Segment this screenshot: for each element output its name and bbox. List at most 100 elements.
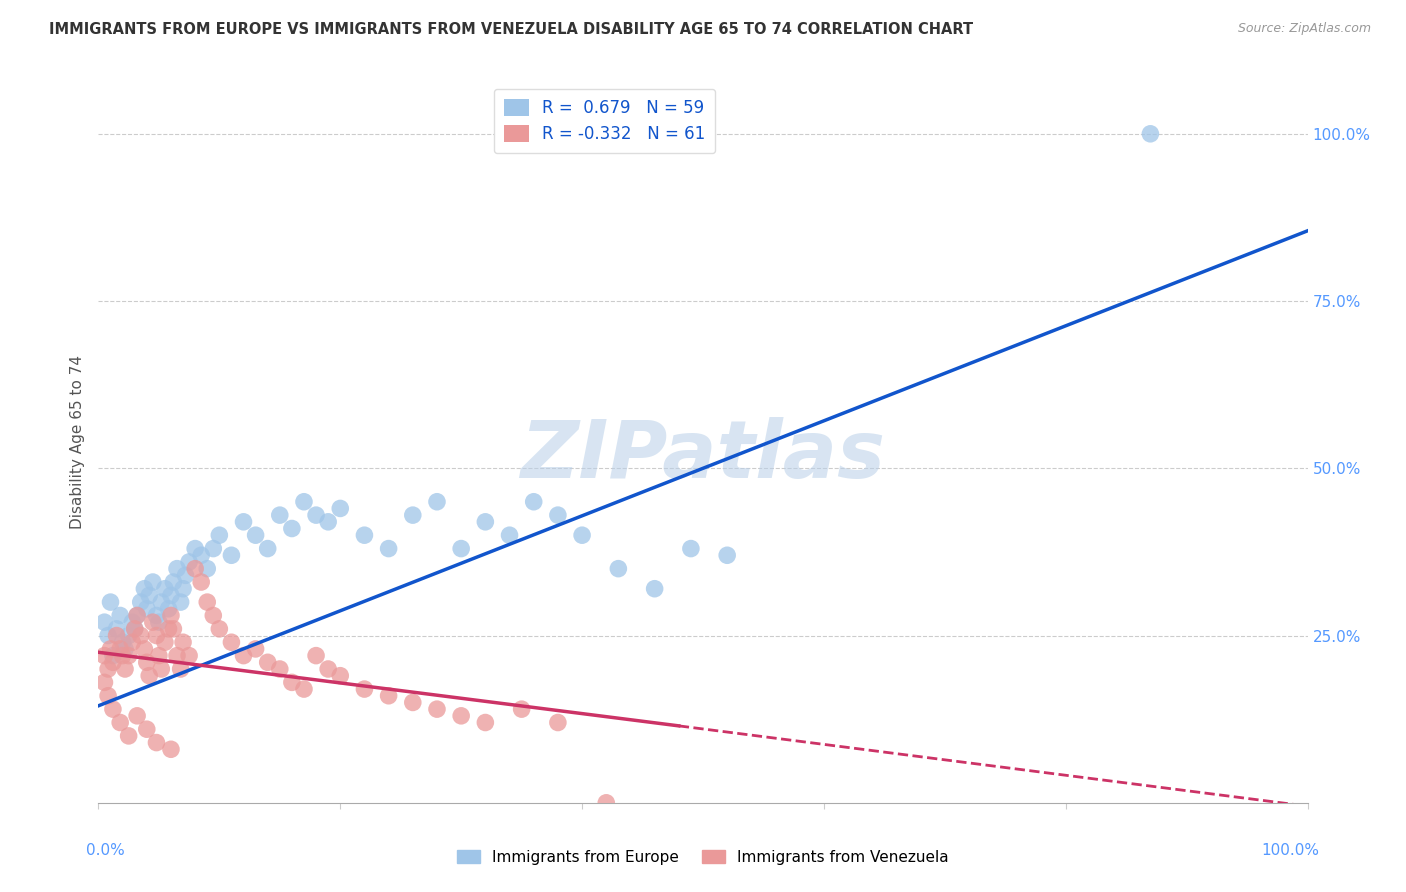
Point	[169, 595, 191, 609]
Point	[402, 508, 425, 523]
Point	[118, 648, 141, 663]
Point	[160, 742, 183, 756]
Point	[245, 528, 267, 542]
Point	[195, 562, 218, 576]
Point	[679, 541, 702, 556]
Point	[292, 681, 315, 696]
Point	[498, 528, 520, 542]
Point	[245, 642, 267, 657]
Point	[221, 635, 243, 649]
Point	[450, 541, 472, 556]
Point	[316, 662, 339, 676]
Point	[510, 702, 533, 716]
Point	[595, 796, 617, 810]
Point	[305, 648, 328, 663]
Text: ZIPatlas: ZIPatlas	[520, 417, 886, 495]
Point	[547, 715, 569, 730]
Point	[208, 622, 231, 636]
Point	[135, 655, 157, 669]
Point	[305, 508, 328, 523]
Point	[329, 501, 352, 516]
Point	[353, 528, 375, 542]
Point	[184, 541, 207, 556]
Point	[269, 508, 291, 523]
Point	[160, 608, 183, 623]
Point	[101, 702, 124, 716]
Point	[118, 729, 141, 743]
Point	[474, 515, 496, 529]
Point	[153, 635, 176, 649]
Point	[97, 662, 120, 676]
Point	[190, 548, 212, 563]
Point	[232, 648, 254, 663]
Point	[148, 648, 170, 663]
Point	[100, 642, 122, 657]
Point	[1139, 127, 1161, 141]
Point	[232, 515, 254, 529]
Point	[114, 662, 136, 676]
Text: 100.0%: 100.0%	[1261, 843, 1320, 857]
Point	[108, 608, 131, 623]
Point	[716, 548, 738, 563]
Point	[316, 515, 339, 529]
Point	[127, 608, 149, 623]
Point	[124, 622, 146, 636]
Point	[111, 635, 134, 649]
Point	[174, 568, 197, 582]
Point	[172, 635, 194, 649]
Point	[644, 582, 666, 596]
Point	[127, 608, 149, 623]
Point	[281, 675, 304, 690]
Point	[97, 689, 120, 703]
Point	[142, 615, 165, 630]
Point	[145, 628, 167, 642]
Point	[179, 648, 201, 663]
Point	[93, 675, 115, 690]
Point	[148, 615, 170, 630]
Point	[124, 622, 146, 636]
Point	[105, 628, 128, 642]
Point	[105, 622, 128, 636]
Point	[108, 715, 131, 730]
Point	[118, 628, 141, 642]
Point	[202, 608, 225, 623]
Point	[571, 528, 593, 542]
Point	[97, 628, 120, 642]
Point	[208, 528, 231, 542]
Point	[157, 622, 180, 636]
Point	[184, 562, 207, 576]
Point	[377, 541, 399, 556]
Text: Source: ZipAtlas.com: Source: ZipAtlas.com	[1237, 22, 1371, 36]
Point	[474, 715, 496, 730]
Point	[121, 635, 143, 649]
Point	[150, 662, 173, 676]
Point	[281, 521, 304, 535]
Y-axis label: Disability Age 65 to 74: Disability Age 65 to 74	[69, 354, 84, 529]
Point	[100, 595, 122, 609]
Point	[169, 662, 191, 676]
Point	[426, 702, 449, 716]
Point	[121, 615, 143, 630]
Point	[150, 595, 173, 609]
Point	[166, 562, 188, 576]
Point	[377, 689, 399, 703]
Point	[402, 696, 425, 710]
Point	[172, 582, 194, 596]
Point	[221, 548, 243, 563]
Point	[135, 723, 157, 737]
Point	[269, 662, 291, 676]
Point	[111, 648, 134, 663]
Point	[153, 582, 176, 596]
Point	[353, 681, 375, 696]
Point	[195, 595, 218, 609]
Point	[157, 602, 180, 616]
Point	[101, 655, 124, 669]
Point	[101, 648, 124, 663]
Point	[166, 648, 188, 663]
Point	[142, 575, 165, 590]
Point	[256, 541, 278, 556]
Legend: Immigrants from Europe, Immigrants from Venezuela: Immigrants from Europe, Immigrants from …	[451, 844, 955, 871]
Point	[523, 494, 546, 508]
Point	[607, 562, 630, 576]
Point	[134, 642, 156, 657]
